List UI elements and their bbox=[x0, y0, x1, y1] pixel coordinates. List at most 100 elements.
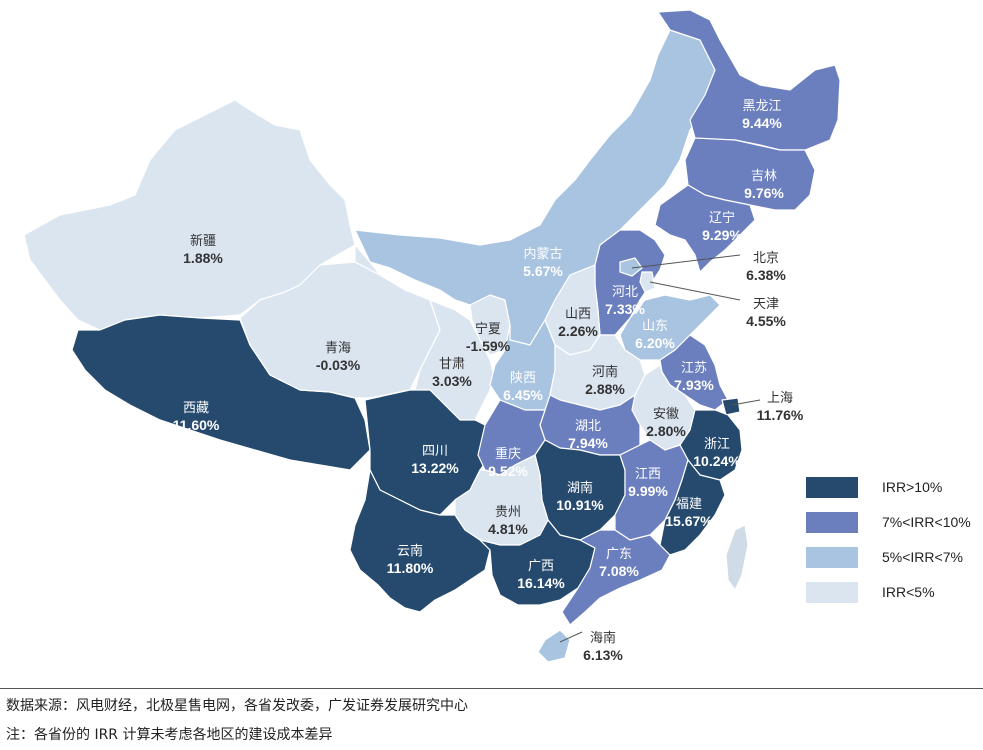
province-name: 广东 bbox=[606, 547, 632, 562]
province-name: 天津 bbox=[753, 297, 779, 312]
province-irr-value: 13.22% bbox=[411, 460, 459, 476]
legend: IRR>10% 7%<IRR<10% 5%<IRR<7% IRR<5% bbox=[806, 476, 976, 616]
province-irr-value: 11.76% bbox=[757, 407, 804, 423]
province-label: 辽宁9.29% bbox=[702, 210, 742, 243]
province-name: 上海 bbox=[767, 391, 793, 406]
province-name: 安徽 bbox=[653, 407, 679, 422]
legend-label-high: IRR>10% bbox=[882, 479, 943, 495]
province-name: 青海 bbox=[325, 341, 351, 356]
legend-item-mid: 7%<IRR<10% bbox=[806, 511, 976, 533]
province-name: 西藏 bbox=[183, 401, 209, 416]
province-irr-value: 2.26% bbox=[558, 323, 598, 339]
legend-label-low: 5%<IRR<7% bbox=[882, 549, 963, 565]
province-irr-value: 6.45% bbox=[503, 387, 543, 403]
province-irr-value: 9.52% bbox=[488, 463, 528, 479]
leader-line-tianjin bbox=[649, 281, 741, 301]
province-name: 海南 bbox=[590, 630, 616, 646]
province-irr-value: 2.88% bbox=[585, 381, 625, 397]
province-hainan bbox=[537, 629, 571, 663]
province-shanghai bbox=[721, 397, 741, 416]
source-note: 数据来源：风电财经，北极星售电网，各省发改委，广发证券发展研究中心 bbox=[6, 698, 468, 714]
legend-swatch-none bbox=[806, 581, 858, 603]
province-label: 广东7.08% bbox=[599, 547, 639, 579]
province-irr-value: 3.03% bbox=[432, 373, 472, 389]
province-label: 天津4.55% bbox=[746, 297, 786, 329]
province-name: 黑龙江 bbox=[742, 99, 781, 114]
province-irr-value: 6.20% bbox=[635, 335, 675, 351]
legend-swatch-low bbox=[806, 546, 858, 568]
province-name: 湖北 bbox=[575, 419, 601, 434]
province-label: 青海-0.03% bbox=[316, 341, 361, 373]
province-name: 北京 bbox=[753, 251, 779, 266]
legend-item-low: 5%<IRR<7% bbox=[806, 546, 976, 568]
province-name: 云南 bbox=[397, 543, 423, 559]
leader-line-shanghai bbox=[731, 399, 761, 406]
province-name: 广西 bbox=[528, 559, 554, 574]
province-name: 贵州 bbox=[495, 505, 521, 520]
province-label: 安徽2.80% bbox=[646, 407, 686, 439]
province-name: 吉林 bbox=[751, 169, 777, 184]
province-irr-value: 9.99% bbox=[628, 483, 668, 499]
legend-swatch-mid bbox=[806, 511, 858, 533]
province-irr-value: 9.44% bbox=[742, 115, 782, 131]
province-irr-value: 16.14% bbox=[517, 575, 565, 591]
province-label: 宁夏-1.59% bbox=[466, 321, 511, 354]
province-name: 四川 bbox=[422, 444, 448, 459]
province-name: 江苏 bbox=[681, 360, 707, 376]
province-irr-value: -0.03% bbox=[316, 357, 361, 373]
province-name: 湖南 bbox=[567, 480, 593, 496]
province-label: 陕西6.45% bbox=[503, 371, 543, 403]
legend-item-none: IRR<5% bbox=[806, 581, 976, 603]
province-name: 山西 bbox=[565, 307, 591, 322]
province-label: 山东6.20% bbox=[635, 319, 675, 351]
province-beijing bbox=[619, 257, 643, 277]
province-label: 江西9.99% bbox=[628, 467, 668, 499]
province-yunnan bbox=[349, 469, 491, 613]
leader-line-hainan bbox=[559, 631, 583, 643]
province-irr-value: 7.93% bbox=[674, 377, 714, 393]
province-irr-value: 4.81% bbox=[488, 521, 528, 537]
province-label: 山西2.26% bbox=[558, 307, 598, 339]
province-irr-value: 7.33% bbox=[605, 301, 645, 317]
province-liaoning bbox=[654, 184, 756, 273]
province-irr-value: 5.67% bbox=[523, 263, 563, 279]
leader-line-beijing bbox=[631, 254, 741, 269]
remark-note: 注：各省份的 IRR 计算未考虑各地区的建设成本差异 bbox=[6, 727, 333, 743]
province-irr-value: 6.38% bbox=[746, 267, 786, 283]
province-label: 吉林9.76% bbox=[744, 169, 784, 201]
province-name: 山东 bbox=[642, 319, 668, 334]
province-irr-value: 6.13% bbox=[583, 647, 623, 663]
china-province-irr-map: 黑龙江9.44%吉林9.76%辽宁9.29%北京6.38%天津4.55%河北7.… bbox=[23, 9, 841, 663]
province-irr-value: -1.59% bbox=[466, 338, 511, 354]
province-irr-value: 10.91% bbox=[556, 497, 604, 513]
province-label: 新疆1.88% bbox=[183, 233, 223, 266]
province-label: 河南2.88% bbox=[585, 364, 625, 397]
province-irr-value: 10.24% bbox=[693, 453, 741, 469]
province-label: 海南6.13% bbox=[583, 630, 623, 663]
province-label: 重庆9.52% bbox=[488, 446, 528, 479]
province-label: 贵州4.81% bbox=[488, 505, 528, 537]
province-neimenggu bbox=[354, 29, 716, 346]
footer-divider bbox=[0, 688, 983, 689]
province-name: 福建 bbox=[676, 497, 702, 512]
province-tianjin bbox=[639, 271, 656, 293]
province-irr-value: 15.67% bbox=[665, 513, 713, 529]
province-name: 浙江 bbox=[704, 437, 730, 452]
province-irr-value: 9.29% bbox=[702, 227, 742, 243]
province-irr-value: 11.80% bbox=[387, 560, 434, 576]
province-label: 北京6.38% bbox=[746, 251, 786, 283]
province-name: 河北 bbox=[612, 285, 638, 300]
province-name: 内蒙古 bbox=[523, 246, 562, 262]
province-name: 宁夏 bbox=[475, 321, 501, 337]
province-name: 河南 bbox=[592, 364, 618, 380]
province-irr-value: 11.60% bbox=[173, 417, 220, 433]
province-name: 陕西 bbox=[510, 371, 536, 386]
province-irr-value: 7.94% bbox=[568, 435, 608, 451]
